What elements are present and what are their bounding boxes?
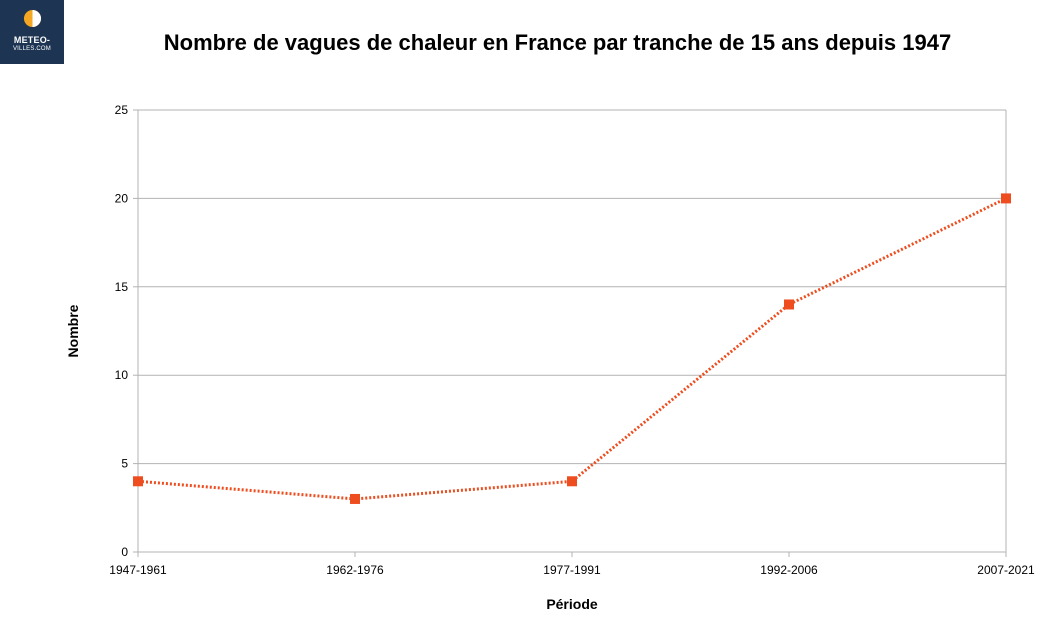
data-point — [350, 493, 360, 504]
data-point — [133, 476, 143, 487]
data-point — [784, 299, 794, 310]
x-tick-label: 1947-1961 — [109, 563, 167, 577]
x-tick-label: 1977-1991 — [543, 563, 601, 577]
x-tick-label: 2007-2021 — [977, 563, 1035, 577]
logo-text-line2: VILLES.COM — [12, 46, 51, 52]
y-tick-label: 20 — [115, 191, 129, 205]
meteo-villes-logo: METEO- VILLES.COM — [0, 0, 64, 64]
data-point — [1001, 193, 1011, 204]
x-tick-label: 1962-1976 — [326, 563, 384, 577]
y-axis-title: Nombre — [65, 304, 81, 357]
y-tick-label: 15 — [115, 280, 129, 294]
data-series — [133, 193, 1011, 504]
y-tick-label: 5 — [121, 457, 128, 471]
y-tick-label: 10 — [115, 368, 129, 382]
axis-labels: 0 5 10 15 20 25 1947-1961 1962-1976 1977-1991 199… — [65, 103, 1035, 612]
series-line — [137, 197, 1007, 501]
x-axis-title: Période — [546, 596, 598, 612]
sun-moon-icon — [23, 9, 42, 28]
chart-title: Nombre de vagues de chaleur en France pa… — [163, 30, 952, 55]
data-point — [567, 476, 577, 487]
y-tick-label: 0 — [121, 545, 128, 559]
gridlines — [138, 109, 1006, 465]
axes — [133, 109, 1007, 557]
y-tick-label: 25 — [115, 103, 129, 117]
logo-text-line1: METEO- — [13, 35, 51, 45]
x-tick-label: 1992-2006 — [760, 563, 818, 577]
